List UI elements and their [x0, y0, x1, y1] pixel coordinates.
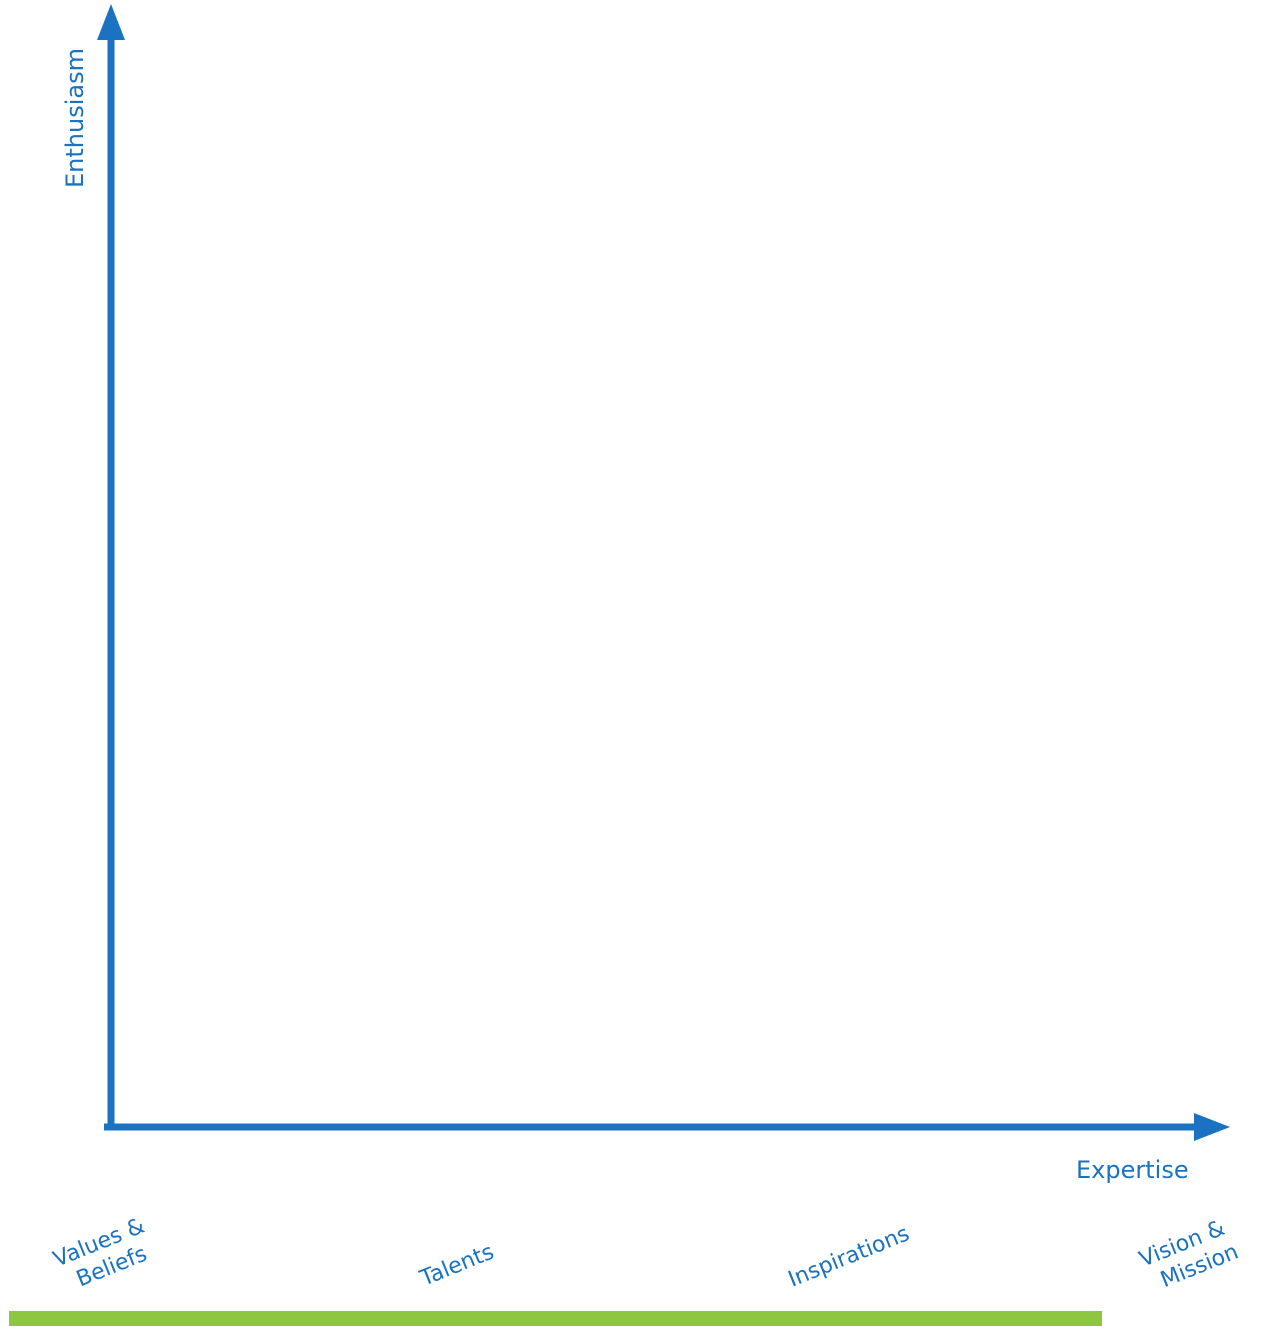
stage-line: Talents	[416, 1240, 498, 1292]
y-axis	[97, 4, 125, 1127]
x-axis-arrowhead	[1194, 1113, 1230, 1141]
stage-label-values-beliefs: Values & Beliefs	[50, 1211, 165, 1298]
x-axis-label: Expertise	[1076, 1156, 1189, 1184]
timeline-baseline-bar	[9, 1311, 1102, 1326]
stage-label-talents: Talents	[416, 1240, 498, 1292]
stage-label-inspirations: Inspirations	[785, 1221, 913, 1292]
y-axis-label: Enthusiasm	[61, 48, 89, 188]
stage-line: Inspirations	[785, 1221, 913, 1292]
y-axis-arrowhead	[97, 4, 125, 40]
x-axis	[104, 1113, 1230, 1141]
stage-label-vision-mission: Vision & Mission	[1136, 1213, 1245, 1297]
